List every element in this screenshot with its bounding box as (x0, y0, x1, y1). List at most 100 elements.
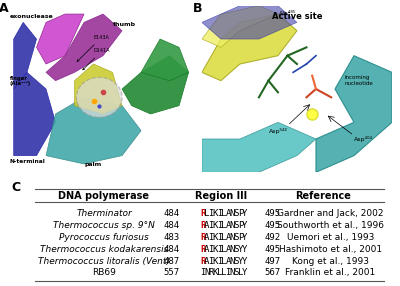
Text: L: L (221, 257, 226, 265)
Text: K: K (213, 257, 218, 265)
Text: Thermococcus sp. 9°N: Thermococcus sp. 9°N (53, 221, 155, 230)
Text: Y: Y (238, 245, 243, 254)
Text: I: I (217, 245, 222, 254)
Text: Kong et al., 1993: Kong et al., 1993 (292, 257, 369, 265)
Text: L: L (221, 233, 226, 242)
Text: I: I (217, 209, 222, 218)
Text: N-terminal: N-terminal (10, 159, 46, 164)
Text: Y: Y (242, 257, 248, 265)
Polygon shape (202, 14, 297, 81)
Text: Hashimoto et al., 2001: Hashimoto et al., 2001 (279, 245, 382, 254)
Polygon shape (316, 56, 392, 172)
Text: S: S (234, 209, 239, 218)
Text: Y: Y (242, 221, 248, 230)
Polygon shape (202, 6, 278, 47)
Text: K: K (213, 268, 218, 277)
Text: DNA polymerase: DNA polymerase (58, 191, 150, 201)
Polygon shape (202, 6, 297, 39)
Text: 567: 567 (265, 268, 281, 277)
Text: R: R (200, 221, 205, 230)
Text: A: A (225, 245, 231, 254)
Text: Asp⁵⁴²: Asp⁵⁴² (268, 128, 287, 134)
Text: I: I (217, 233, 222, 242)
Polygon shape (141, 39, 188, 81)
Text: L: L (204, 209, 210, 218)
Text: L: L (238, 268, 243, 277)
Text: I: I (208, 245, 214, 254)
Text: incoming
nucleotide: incoming nucleotide (344, 75, 373, 86)
Text: I: I (225, 268, 231, 277)
Text: R: R (200, 257, 205, 265)
Text: N: N (230, 257, 235, 265)
Text: Southworth et al., 1996: Southworth et al., 1996 (277, 221, 384, 230)
Text: E143A: E143A (77, 35, 110, 61)
Text: Y: Y (242, 245, 248, 254)
Text: Therminator: Therminator (76, 209, 132, 218)
Text: N: N (230, 209, 235, 218)
Text: Thermococcus kodakarensis: Thermococcus kodakarensis (40, 245, 168, 254)
Text: N: N (204, 268, 210, 277)
Text: Region III: Region III (195, 191, 247, 201)
Text: 495: 495 (265, 209, 281, 218)
Text: Gardner and Jack, 2002: Gardner and Jack, 2002 (277, 209, 384, 218)
Text: I: I (208, 233, 214, 242)
Text: Franklin et al., 2001: Franklin et al., 2001 (286, 268, 376, 277)
Text: S: S (234, 257, 239, 265)
Text: I: I (208, 209, 214, 218)
Text: S: S (234, 268, 239, 277)
Text: palm: palm (85, 162, 102, 167)
Text: A: A (225, 233, 231, 242)
Text: 492: 492 (265, 233, 281, 242)
Polygon shape (14, 22, 36, 89)
Text: Y: Y (242, 233, 248, 242)
Text: K: K (213, 221, 218, 230)
Polygon shape (46, 14, 122, 81)
Text: A: A (204, 257, 210, 265)
Text: I: I (208, 221, 214, 230)
Polygon shape (14, 72, 56, 156)
Text: A: A (225, 257, 231, 265)
Text: S: S (234, 245, 239, 254)
Text: Y: Y (242, 209, 248, 218)
Text: R: R (200, 209, 205, 218)
Text: 484: 484 (163, 209, 179, 218)
Text: I: I (200, 268, 205, 277)
Text: 483: 483 (163, 233, 179, 242)
Text: 484: 484 (163, 245, 179, 254)
Text: P: P (238, 221, 243, 230)
Text: 495: 495 (265, 221, 281, 230)
Polygon shape (202, 122, 316, 172)
Text: Active site: Active site (272, 12, 322, 21)
Text: Asp⁴⁰⁴: Asp⁴⁰⁴ (354, 136, 373, 142)
Text: A: A (204, 245, 210, 254)
Text: L: L (221, 209, 226, 218)
Text: RB69: RB69 (92, 268, 116, 277)
Text: S: S (234, 221, 239, 230)
Text: A: A (204, 221, 210, 230)
Text: P: P (238, 209, 243, 218)
Text: N: N (230, 221, 235, 230)
Text: R: R (200, 245, 205, 254)
Text: S: S (234, 233, 239, 242)
Text: 557: 557 (163, 268, 179, 277)
Text: A: A (0, 2, 8, 15)
Text: Y: Y (238, 257, 243, 265)
Text: Ala⁴⁸⁵: Ala⁴⁸⁵ (279, 11, 296, 16)
Text: 497: 497 (265, 257, 281, 265)
Text: R: R (200, 233, 205, 242)
Text: A: A (225, 209, 231, 218)
Text: Thermococcus litoralis (Vent): Thermococcus litoralis (Vent) (38, 257, 170, 265)
Text: D141A: D141A (83, 48, 110, 70)
Text: Uemori et al., 1993: Uemori et al., 1993 (287, 233, 374, 242)
Text: K: K (213, 245, 218, 254)
Text: N: N (230, 245, 235, 254)
Text: R: R (208, 268, 214, 277)
Polygon shape (46, 97, 141, 164)
Text: Pyrococcus furiosus: Pyrococcus furiosus (59, 233, 149, 242)
Text: L: L (221, 245, 226, 254)
Text: P: P (238, 233, 243, 242)
Text: N: N (230, 233, 235, 242)
Circle shape (76, 77, 122, 117)
Text: L: L (217, 268, 222, 277)
Text: A: A (225, 221, 231, 230)
